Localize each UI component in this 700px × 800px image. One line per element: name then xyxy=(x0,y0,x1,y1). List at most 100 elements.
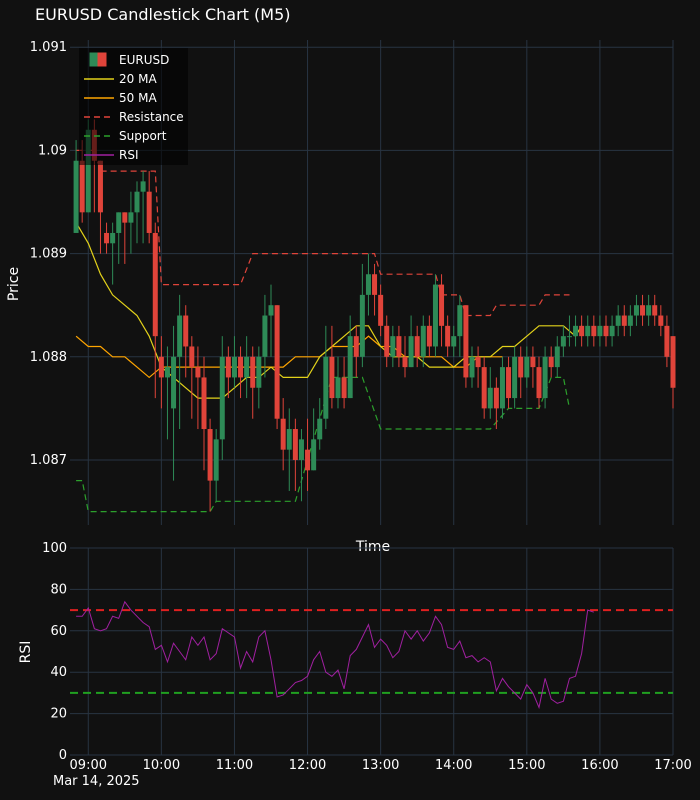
date-label: Mar 14, 2025 xyxy=(53,774,140,789)
candle-body xyxy=(640,305,646,316)
candle xyxy=(177,294,183,430)
candle-body xyxy=(457,305,463,337)
candle xyxy=(597,315,603,347)
candle-body xyxy=(390,336,396,357)
candle-body xyxy=(195,367,201,378)
candle xyxy=(201,356,207,471)
candle-body xyxy=(134,191,140,213)
candle xyxy=(664,315,670,368)
candle-body xyxy=(658,315,664,326)
candle xyxy=(542,346,548,409)
candle-body xyxy=(420,325,426,357)
candle-body xyxy=(512,356,518,399)
x-tick-label: 16:00 xyxy=(581,758,618,773)
rsi-y-tick-labels: 0 20 40 60 80 100 xyxy=(42,541,67,763)
candle-body xyxy=(225,356,231,378)
candle-body xyxy=(116,212,122,233)
candle-body xyxy=(499,367,505,409)
candle-body xyxy=(110,232,116,244)
candle xyxy=(439,274,445,347)
candle xyxy=(609,315,615,347)
legend-item-ma20[interactable]: 20 MA xyxy=(84,72,157,86)
candle xyxy=(408,315,414,368)
candle-body xyxy=(536,367,542,399)
candle xyxy=(286,408,292,491)
candle-body xyxy=(85,129,91,213)
candle xyxy=(463,305,469,388)
candle xyxy=(122,212,128,264)
candle xyxy=(451,325,457,357)
legend[interactable]: EURUSD 20 MA 50 MA Resistance Support RSI xyxy=(79,48,188,165)
candle-body xyxy=(445,325,451,347)
x-tick-label: 17:00 xyxy=(654,758,691,773)
candle xyxy=(183,305,189,378)
candle-body xyxy=(633,305,639,316)
candle-body xyxy=(439,284,445,326)
candle-body xyxy=(426,325,432,347)
candle-body xyxy=(621,315,627,326)
candle-body xyxy=(530,356,536,368)
candle-body xyxy=(201,377,207,430)
rsi-threshold-lines xyxy=(70,609,673,694)
candle-body xyxy=(244,356,250,378)
x-tick-label: 15:00 xyxy=(508,758,545,773)
candle-body xyxy=(164,367,170,378)
candle-body xyxy=(359,294,365,357)
legend-item-resistance[interactable]: Resistance xyxy=(84,110,184,124)
candle xyxy=(250,346,256,419)
candle xyxy=(207,418,213,512)
x-tick-label: 10:00 xyxy=(143,758,180,773)
legend-item-support[interactable]: Support xyxy=(84,129,167,143)
candle-body xyxy=(79,160,85,213)
candle-body xyxy=(280,418,286,450)
candle-body xyxy=(585,325,591,337)
candle xyxy=(280,398,286,471)
candle xyxy=(633,294,639,326)
candle-body xyxy=(73,160,79,233)
candle-body xyxy=(414,336,420,357)
legend-item-rsi[interactable]: RSI xyxy=(84,148,139,162)
candle-body xyxy=(603,325,609,337)
candle-body xyxy=(573,325,579,337)
candle-body xyxy=(384,325,390,357)
candle xyxy=(317,398,323,450)
x-tick-labels: 09:00 10:00 11:00 12:00 13:00 14:00 15:00 16:00… xyxy=(70,758,692,773)
rsi-series xyxy=(76,600,594,710)
candle xyxy=(493,377,499,430)
candle-body xyxy=(560,336,566,347)
candle-body xyxy=(152,232,158,337)
candle xyxy=(652,294,658,326)
candle-body xyxy=(432,284,438,347)
rsi-tick-label: 20 xyxy=(50,707,67,722)
candle-body xyxy=(481,367,487,409)
candle-body xyxy=(219,356,225,440)
candle-body xyxy=(311,439,317,471)
candle-body xyxy=(146,191,152,233)
candle xyxy=(524,346,530,388)
price-tick-label: 1.089 xyxy=(30,247,67,262)
candle-body xyxy=(664,325,670,357)
candle xyxy=(134,181,140,244)
candle xyxy=(566,315,572,347)
candle-body xyxy=(378,294,384,326)
candle xyxy=(603,315,609,347)
chart-title: EURUSD Candlestick Chart (M5) xyxy=(35,5,291,24)
x-tick-label: 11:00 xyxy=(216,758,253,773)
candle-body xyxy=(292,429,298,460)
support-resistance-lines xyxy=(76,149,571,513)
candle-body xyxy=(493,387,499,409)
candle-body xyxy=(615,315,621,326)
candle xyxy=(73,140,79,233)
candle xyxy=(426,315,432,357)
candle-body xyxy=(597,325,603,337)
candle xyxy=(457,294,463,357)
candle-body xyxy=(317,418,323,440)
candle xyxy=(640,294,646,326)
candle xyxy=(560,325,566,357)
legend-item-ma50[interactable]: 50 MA xyxy=(84,91,157,105)
candle-body xyxy=(591,325,597,337)
candle-body xyxy=(347,336,353,399)
rsi-tick-label: 60 xyxy=(50,624,67,639)
candle-body xyxy=(524,356,530,378)
legend-item-candles[interactable]: EURUSD xyxy=(89,52,169,67)
